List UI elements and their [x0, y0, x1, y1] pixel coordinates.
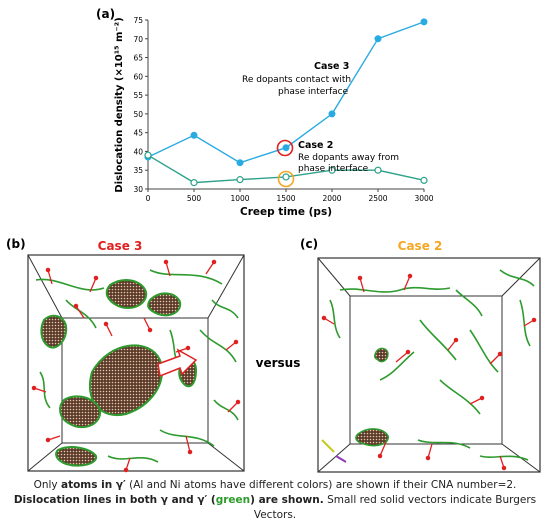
case2-highlight-circle [277, 170, 295, 188]
caption-line-1: Only atoms in γ′ (Al and Ni atoms have d… [33, 479, 517, 491]
x-tick-label: 1000 [230, 194, 249, 203]
y-tick-label: 60 [133, 72, 143, 81]
case3-highlight-circle [276, 139, 294, 157]
case3-data-point [236, 159, 244, 167]
case3-annotation-line1: Re dopants contact with [242, 75, 351, 85]
case2-annotation-title: Case 2 [298, 140, 333, 151]
panel-c-label: (c) [300, 237, 318, 251]
panel-a-label: (a) [96, 7, 115, 21]
case3-annotation-line2: phase interface [278, 87, 349, 97]
y-tick-label: 50 [133, 110, 143, 119]
case3-data-point [282, 144, 290, 152]
case3-annotation-title: Case 3 [314, 61, 349, 72]
case3-simulation-image [27, 254, 245, 473]
case2-data-point [420, 176, 428, 184]
case2-data-point [374, 166, 382, 174]
y-tick-label: 70 [133, 35, 143, 44]
x-tick-label: 2500 [368, 194, 387, 203]
x-tick-label: 2000 [322, 194, 341, 203]
figure-caption: Only atoms in γ′ (Al and Ni atoms have d… [0, 478, 550, 523]
density-chart: 30 35 40 45 50 55 60 65 70 75 0 500 1000 1500 2000 250… [114, 16, 434, 218]
case2-annotation-line2: phase interface [298, 164, 369, 174]
case2-data-point [328, 166, 336, 174]
case2-data-point [190, 179, 198, 187]
case2-annotation-line1: Re dopants away from [298, 153, 399, 163]
y-tick-label: 75 [133, 16, 143, 25]
caption-line-2: Dislocation lines in both γ and γ′ (gree… [13, 494, 537, 521]
case2-data-point [236, 176, 244, 184]
y-tick-label: 65 [133, 54, 143, 63]
case2-data-point [144, 151, 152, 159]
y-axis-label: Dislocation density (×10¹⁵ m⁻²) [114, 17, 125, 192]
y-tick-label: 45 [133, 129, 143, 138]
case3-data-point [374, 35, 382, 43]
y-tick-label: 35 [133, 166, 143, 175]
case3-data-point [420, 18, 428, 26]
case3-data-point [190, 131, 198, 139]
y-tick-label: 40 [133, 147, 143, 156]
panel-b-title: Case 3 [98, 239, 143, 253]
panel-b-label: (b) [6, 237, 26, 251]
x-tick-label: 500 [187, 194, 202, 203]
case3-data-point [328, 110, 336, 118]
x-axis-label: Creep time (ps) [240, 206, 332, 218]
panel-c-title: Case 2 [398, 239, 443, 253]
case2-data-point [282, 173, 290, 181]
x-tick-label: 3000 [414, 194, 433, 203]
y-tick-label: 30 [133, 185, 143, 194]
y-tick-label: 55 [133, 91, 143, 100]
x-tick-label: 0 [146, 194, 151, 203]
x-tick-label: 1500 [276, 194, 295, 203]
case2-simulation-image [317, 257, 541, 473]
versus-label: versus [256, 356, 301, 370]
